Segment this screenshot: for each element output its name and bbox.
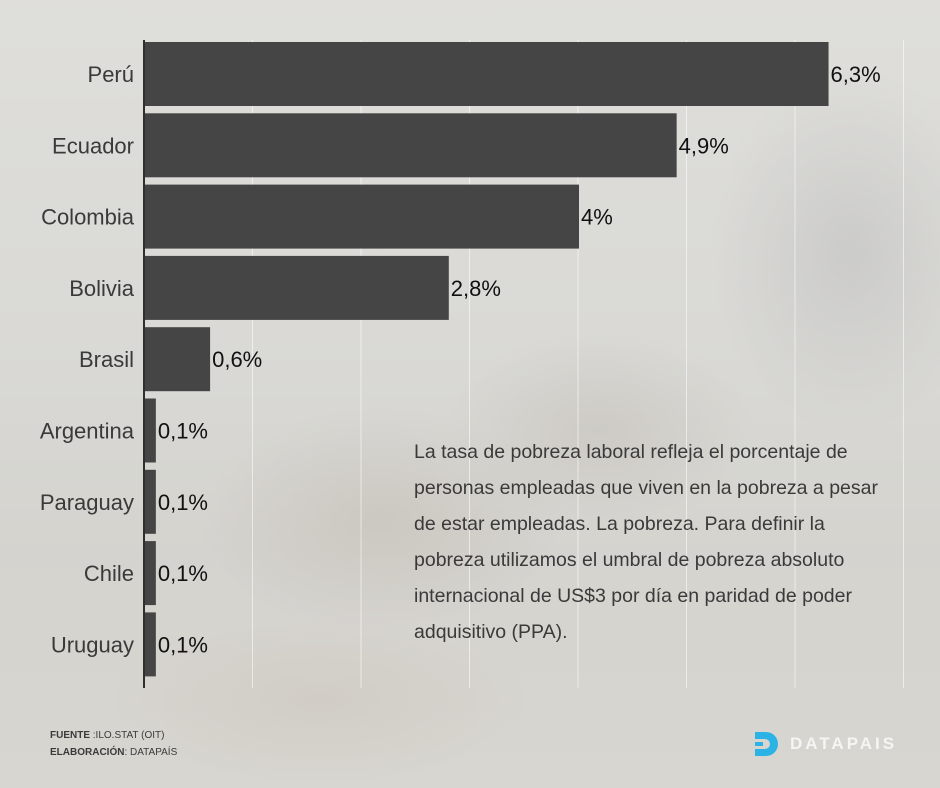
bar-brasil bbox=[145, 327, 211, 392]
category-label: Uruguay bbox=[51, 632, 134, 657]
category-label: Colombia bbox=[41, 205, 135, 230]
made-by-line: ELABORACIÓN: DATAPAÍS bbox=[50, 744, 177, 761]
bar-perú bbox=[145, 42, 829, 106]
source-label: FUENTE bbox=[50, 730, 90, 741]
value-label: 0,1% bbox=[158, 419, 208, 444]
category-label: Paraguay bbox=[40, 490, 134, 515]
brand-name: DATAPAIS bbox=[790, 734, 898, 753]
value-label: 2,8% bbox=[451, 276, 501, 301]
datapais-logo-icon bbox=[755, 732, 778, 756]
category-label: Perú bbox=[88, 62, 134, 87]
bar-chile bbox=[145, 541, 156, 606]
source-value: :ILO.STAT (OIT) bbox=[92, 730, 165, 741]
bar-uruguay bbox=[145, 612, 156, 677]
bar-paraguay bbox=[145, 469, 156, 534]
bar-ecuador bbox=[145, 113, 677, 178]
brand-logo: DATAPAIS bbox=[752, 727, 897, 761]
bar-bolivia bbox=[145, 255, 449, 320]
category-label: Ecuador bbox=[52, 133, 134, 158]
category-label: Argentina bbox=[40, 419, 135, 444]
made-by-label: ELABORACIÓN bbox=[50, 747, 125, 758]
bar-argentina bbox=[145, 398, 156, 463]
value-label: 0,1% bbox=[158, 632, 208, 657]
made-by-value: : DATAPAÍS bbox=[124, 747, 178, 758]
value-label: 0,1% bbox=[158, 490, 208, 515]
bar-colombia bbox=[145, 184, 579, 249]
value-label: 4% bbox=[581, 205, 613, 230]
value-label: 0,6% bbox=[212, 347, 262, 372]
source-line: FUENTE :ILO.STAT (OIT) bbox=[50, 727, 177, 744]
value-label: 0,1% bbox=[158, 561, 208, 586]
value-label: 6,3% bbox=[831, 62, 881, 87]
chart-description: La tasa de pobreza laboral refleja el po… bbox=[414, 441, 878, 643]
category-label: Brasil bbox=[79, 347, 134, 372]
footer-credits: FUENTE :ILO.STAT (OIT) ELABORACIÓN: DATA… bbox=[50, 727, 177, 761]
value-label: 4,9% bbox=[679, 133, 729, 158]
category-label: Chile bbox=[84, 561, 134, 586]
category-label: Bolivia bbox=[69, 276, 135, 301]
